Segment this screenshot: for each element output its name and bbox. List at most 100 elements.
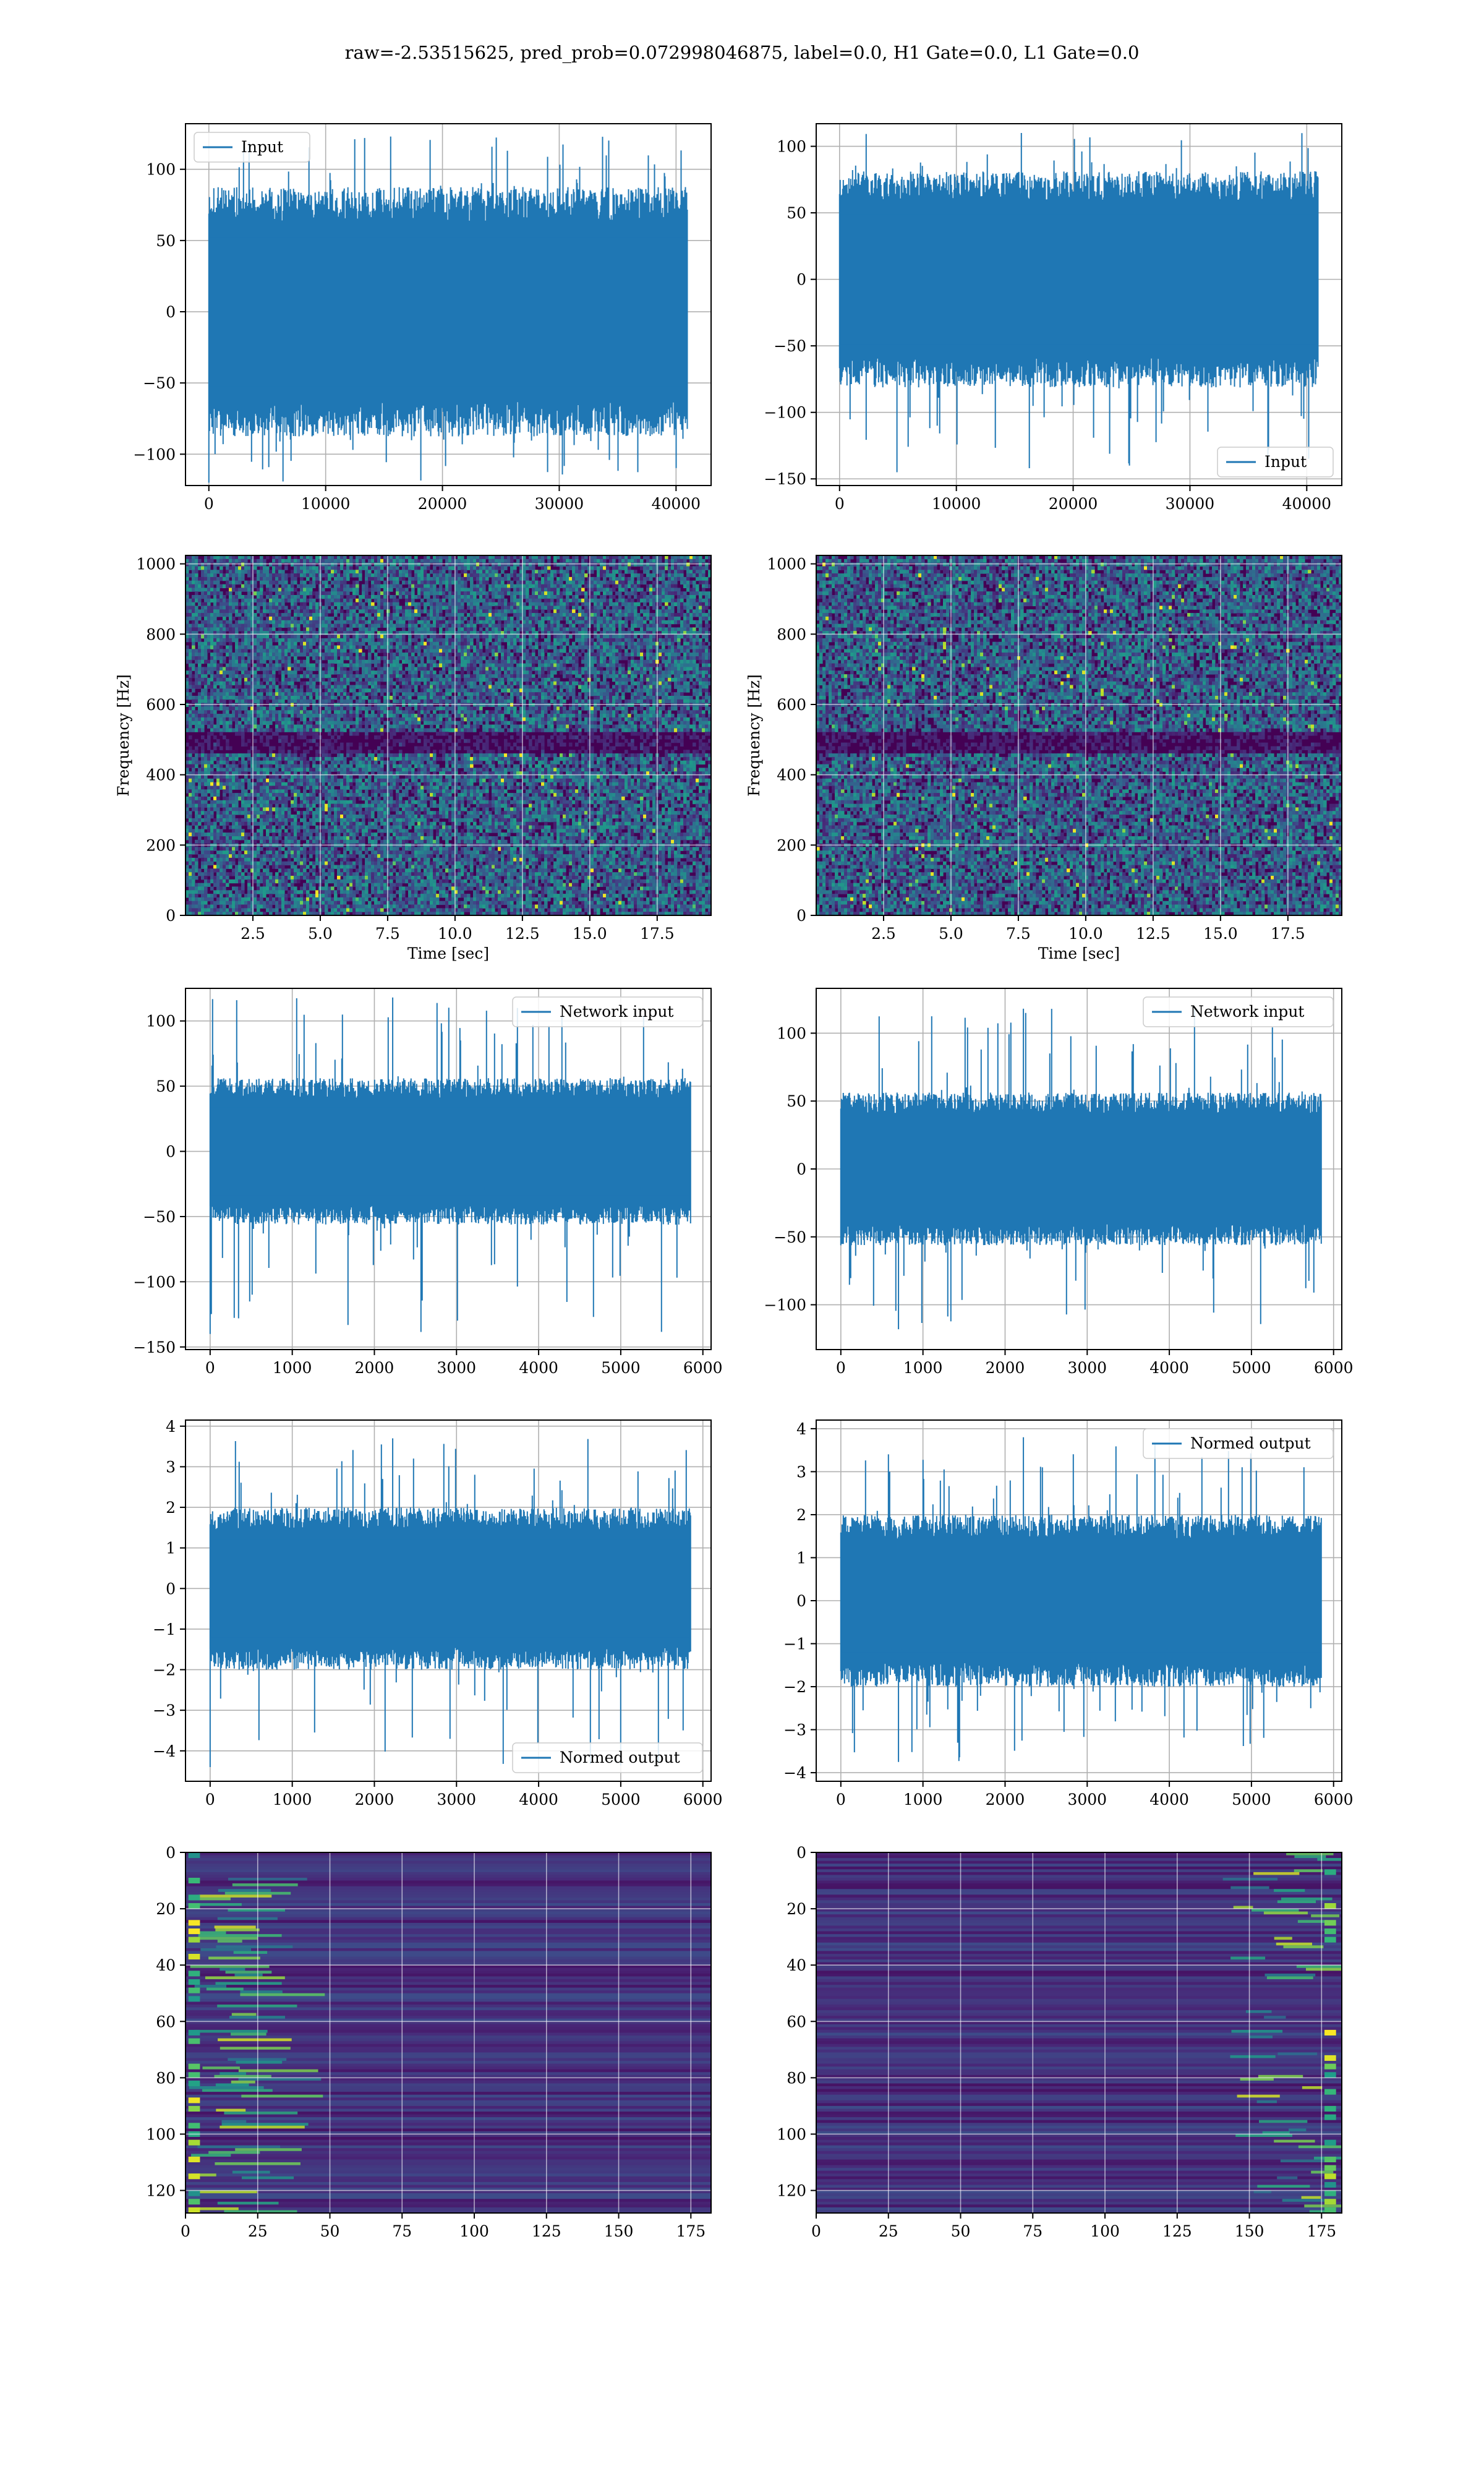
legend-label: Input xyxy=(241,138,283,156)
y-tick-label: −50 xyxy=(774,337,806,355)
y-tick-label: 1 xyxy=(796,1549,806,1567)
y-tick-label: −50 xyxy=(774,1228,806,1246)
x-tick-label: 4000 xyxy=(1149,1791,1189,1808)
y-tick-label: 2 xyxy=(166,1499,176,1517)
y-tick-label: 0 xyxy=(796,1844,806,1862)
x-tick-label: 40000 xyxy=(652,495,701,513)
y-tick-label: −150 xyxy=(133,1338,176,1356)
y-tick-label: −100 xyxy=(133,1273,176,1291)
legend: Input xyxy=(194,132,310,163)
y-tick-label: −100 xyxy=(764,404,806,422)
y-tick-label: 0 xyxy=(166,1580,176,1598)
plot-area xyxy=(186,555,711,915)
x-tick-label: 75 xyxy=(1023,2222,1043,2240)
x-tick-label: 5.0 xyxy=(939,925,963,943)
x-tick-label: 50 xyxy=(320,2222,340,2240)
x-tick-label: 2.5 xyxy=(241,925,265,943)
x-tick-label: 2000 xyxy=(355,1359,394,1377)
x-tick-label: 6000 xyxy=(1314,1791,1354,1808)
y-ticks: 0 20 40 60 80 100 120 xyxy=(777,1844,816,2200)
x-tick-label: 1000 xyxy=(903,1791,943,1808)
y-tick-label: 1 xyxy=(166,1539,176,1557)
y-tick-label: 0 xyxy=(796,1592,806,1610)
figure-title: raw=-2.53515625, pred_prob=0.07299804687… xyxy=(0,42,1484,63)
x-tick-label: 3000 xyxy=(1067,1791,1107,1808)
y-ticks: −4 −3 −2 −1 0 1 2 3 4 xyxy=(153,1418,186,1760)
subplot-p7: Normed output 0 1000 2000 3000 4000 5000 6000 −4… xyxy=(153,1418,722,1808)
axes-frame xyxy=(185,1852,712,2214)
y-tick-label: 20 xyxy=(156,1900,176,1918)
y-ticks: 0 200 400 600 800 1000 xyxy=(767,555,816,925)
x-tick-label: 0 xyxy=(204,495,214,513)
series-core xyxy=(210,237,686,387)
x-tick-label: 150 xyxy=(1235,2222,1264,2240)
x-tick-label: 3000 xyxy=(437,1359,476,1377)
y-tick-label: −100 xyxy=(133,445,176,463)
axes-frame xyxy=(185,1419,712,1782)
y-tick-label: 200 xyxy=(146,836,176,854)
x-tick-label: 10.0 xyxy=(1068,925,1103,943)
x-tick-label: 5.0 xyxy=(308,925,333,943)
x-tick-label: 125 xyxy=(532,2222,561,2240)
plot-area xyxy=(186,1420,711,1781)
x-tick-label: 75 xyxy=(392,2222,412,2240)
x-tick-label: 0 xyxy=(811,2222,821,2240)
y-tick-label: 100 xyxy=(146,161,176,179)
x-tick-label: 7.5 xyxy=(1006,925,1031,943)
x-tick-label: 0 xyxy=(205,1359,215,1377)
y-axis-label: Frequency [Hz] xyxy=(114,674,132,797)
plot-area xyxy=(816,1852,1342,2213)
x-tick-label: 12.5 xyxy=(505,925,540,943)
x-tick-label: 4000 xyxy=(519,1359,558,1377)
plot-area xyxy=(816,555,1342,915)
x-tick-label: 25 xyxy=(879,2222,898,2240)
x-tick-label: 0 xyxy=(836,1791,846,1808)
y-tick-label: −150 xyxy=(764,470,806,488)
x-tick-label: 10.0 xyxy=(438,925,472,943)
y-tick-label: 3 xyxy=(796,1463,806,1481)
x-tick-label: 10000 xyxy=(932,495,981,513)
legend: Input xyxy=(1217,447,1334,477)
heatmap-cells xyxy=(186,555,711,915)
y-tick-label: 20 xyxy=(787,1900,806,1918)
y-tick-label: 0 xyxy=(166,1143,176,1161)
x-tick-label: 20000 xyxy=(1049,495,1098,513)
x-ticks: 0 25 50 75 100 125 150 175 xyxy=(181,2213,706,2240)
y-tick-label: 0 xyxy=(796,1160,806,1178)
y-tick-label: −2 xyxy=(783,1678,806,1696)
x-tick-label: 5000 xyxy=(601,1359,641,1377)
x-tick-label: 3000 xyxy=(437,1791,476,1808)
axes-frame xyxy=(816,555,1342,916)
y-tick-label: 800 xyxy=(777,625,806,643)
y-tick-label: 120 xyxy=(146,2182,176,2200)
subplot-p3: 2.5 5.0 7.5 10.0 12.5 15.0 17.5 0 200 400 600 800 10… xyxy=(114,555,712,962)
x-tick-label: 3000 xyxy=(1067,1359,1107,1377)
x-ticks: 0 10000 20000 30000 40000 xyxy=(835,486,1331,513)
plot-area xyxy=(186,1852,711,2213)
y-tick-label: 60 xyxy=(787,2013,806,2031)
legend-label: Normed output xyxy=(1190,1434,1311,1452)
x-tick-label: 4000 xyxy=(1149,1359,1189,1377)
x-ticks: 0 1000 2000 3000 4000 5000 6000 xyxy=(836,1350,1354,1377)
x-tick-label: 5000 xyxy=(601,1791,641,1808)
y-tick-label: 0 xyxy=(796,907,806,925)
x-tick-label: 1000 xyxy=(273,1359,312,1377)
y-tick-label: 50 xyxy=(156,1077,176,1095)
heatmap-cells xyxy=(816,1852,1342,2213)
legend-label: Network input xyxy=(560,1003,673,1021)
x-tick-label: 2000 xyxy=(986,1791,1025,1808)
y-tick-label: 600 xyxy=(146,696,176,714)
y-tick-label: 50 xyxy=(156,232,176,250)
series-core xyxy=(211,1539,689,1638)
y-ticks: −4 −3 −2 −1 0 1 2 3 4 xyxy=(783,1420,816,1782)
y-tick-label: 4 xyxy=(166,1418,176,1436)
series-core xyxy=(842,1123,1320,1215)
x-tick-label: 175 xyxy=(676,2222,706,2240)
x-tick-label: 0 xyxy=(836,1359,846,1377)
x-ticks: 2.5 5.0 7.5 10.0 12.5 15.0 17.5 xyxy=(871,915,1305,943)
subplot-p4: 2.5 5.0 7.5 10.0 12.5 15.0 17.5 0 200 400 600 800 10… xyxy=(745,555,1342,962)
y-tick-label: −2 xyxy=(153,1661,176,1679)
subplot-p8: Normed output 0 1000 2000 3000 4000 5000 6000 −4… xyxy=(783,1419,1354,1808)
